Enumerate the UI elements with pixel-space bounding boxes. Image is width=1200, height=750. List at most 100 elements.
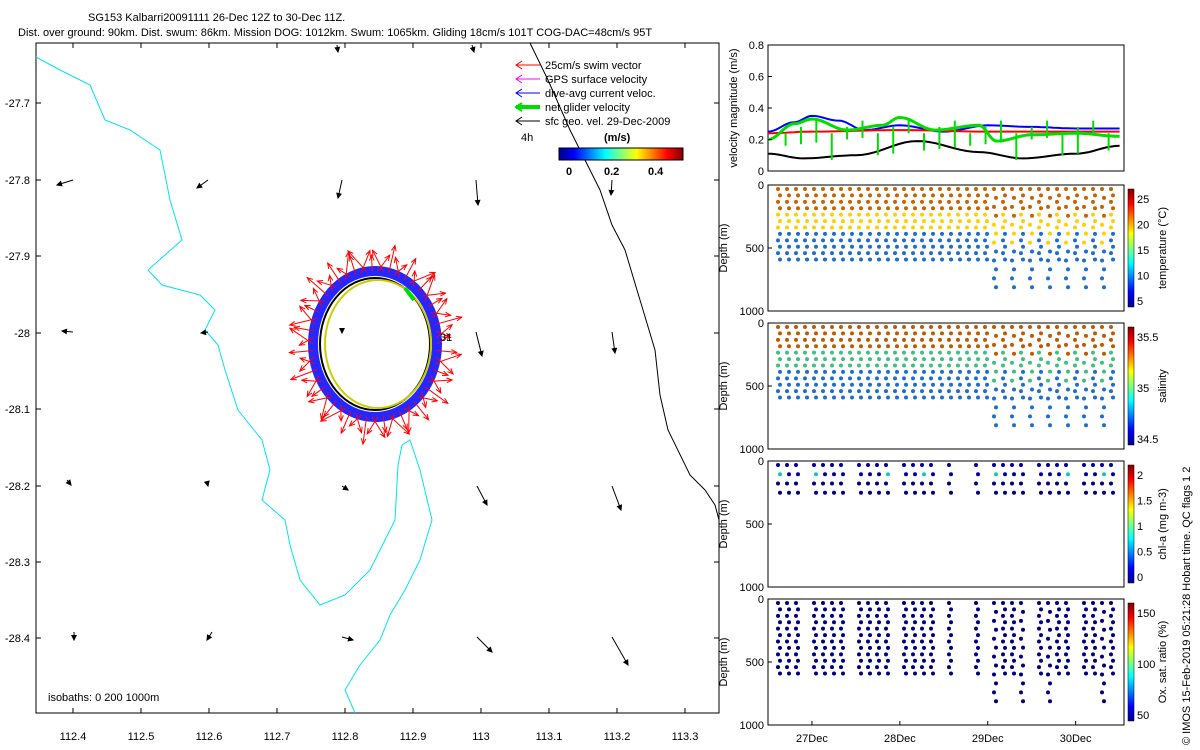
profile-sample — [1012, 620, 1016, 625]
swim-vector — [299, 337, 314, 346]
profile-sample — [857, 601, 861, 605]
oxygen-panel-colorbar — [1127, 602, 1135, 722]
geo-arrow-head — [339, 327, 345, 335]
profile-sample — [1093, 633, 1097, 638]
profile-sample — [886, 257, 890, 262]
profile-sample — [1039, 645, 1043, 650]
profile-sample — [821, 389, 825, 394]
profile-sample — [785, 376, 789, 381]
profile-sample — [868, 344, 872, 349]
profile-sample — [884, 238, 888, 243]
profile-sample — [904, 206, 908, 211]
profile-sample — [902, 337, 906, 342]
profile-sample — [1091, 199, 1095, 204]
profile-sample — [841, 344, 845, 349]
swim-vector-head — [288, 327, 296, 334]
profile-sample — [785, 238, 789, 243]
profile-sample — [805, 231, 809, 236]
profile-sample — [911, 212, 915, 217]
profile-sample — [1102, 351, 1106, 356]
profile-sample — [1057, 257, 1061, 262]
profile-sample — [796, 219, 800, 224]
profile-sample — [1030, 267, 1034, 272]
profile-sample — [1082, 652, 1086, 657]
profile-sample — [839, 199, 843, 204]
profile-sample — [1039, 331, 1043, 336]
profile-sample — [904, 344, 908, 349]
profile-sample — [902, 626, 906, 631]
geo-arrow-head — [336, 192, 342, 200]
profile-sample — [823, 231, 827, 236]
profile-sample — [1091, 325, 1095, 329]
swim-vector-head — [338, 415, 344, 423]
profile-sample — [1111, 620, 1115, 625]
depth-tick-label: 0 — [758, 180, 764, 192]
profile-sample — [1084, 607, 1088, 612]
profile-sample — [794, 251, 798, 256]
profile-sample — [974, 225, 978, 230]
profile-sample — [913, 244, 917, 249]
chla-panel-frame — [767, 460, 1125, 588]
profile-sample — [913, 671, 917, 676]
profile-sample — [1073, 199, 1077, 204]
profile-sample — [992, 276, 996, 281]
profile-sample — [805, 193, 809, 198]
profile-sample — [994, 387, 998, 392]
swim-vector — [377, 254, 391, 272]
profile-sample — [859, 645, 863, 650]
profile-sample — [1039, 357, 1043, 362]
profile-sample — [1109, 225, 1113, 230]
profile-sample — [902, 665, 906, 670]
profile-sample — [958, 193, 962, 198]
profile-sample — [1073, 251, 1077, 256]
depth-tick-label: 500 — [746, 657, 764, 669]
profile-sample — [1100, 360, 1104, 365]
profile-sample — [841, 645, 845, 650]
profile-sample — [1102, 369, 1106, 374]
profile-sample — [868, 206, 872, 211]
profile-sample — [902, 363, 906, 368]
isobath-cyan — [35, 56, 433, 714]
profile-sample — [1111, 395, 1115, 400]
profile-sample — [787, 645, 791, 650]
profile-sample — [938, 389, 942, 394]
profile-sample — [785, 251, 789, 256]
profile-sample — [940, 395, 944, 400]
profile-sample — [1019, 199, 1023, 204]
profile-sample — [902, 376, 906, 381]
swim-vector-head — [403, 428, 411, 436]
profile-sample — [920, 325, 924, 329]
swim-vector — [428, 379, 453, 382]
profile-sample — [1003, 219, 1007, 224]
swim-vector — [372, 249, 384, 272]
profile-sample — [929, 225, 933, 230]
profile-sample — [974, 187, 978, 191]
profile-sample — [857, 350, 861, 355]
profile-sample — [922, 219, 926, 224]
profile-sample — [958, 357, 962, 362]
geo-arrow-head — [616, 504, 623, 512]
profile-sample — [794, 199, 798, 204]
profile-sample — [911, 389, 915, 394]
profile-sample — [920, 665, 924, 670]
profile-sample — [794, 601, 798, 605]
swim-vector-head — [441, 397, 449, 405]
profile-sample — [848, 187, 852, 191]
profile-sample — [895, 231, 899, 236]
profile-sample — [992, 222, 996, 227]
profile-sample — [976, 490, 980, 495]
profile-sample — [994, 609, 998, 614]
profile-sample — [965, 325, 969, 329]
profile-sample — [1084, 333, 1088, 338]
profile-sample — [785, 481, 789, 486]
profile-sample — [1082, 187, 1086, 191]
profile-sample — [823, 472, 827, 477]
profile-sample — [823, 193, 827, 198]
profile-sample — [1066, 285, 1070, 290]
profile-sample — [875, 238, 879, 243]
profile-sample — [875, 199, 879, 204]
profile-sample — [1075, 369, 1079, 374]
profile-sample — [931, 671, 935, 676]
isobath-label: isobaths: 0 200 1000m — [48, 692, 159, 704]
profile-sample — [821, 639, 825, 644]
